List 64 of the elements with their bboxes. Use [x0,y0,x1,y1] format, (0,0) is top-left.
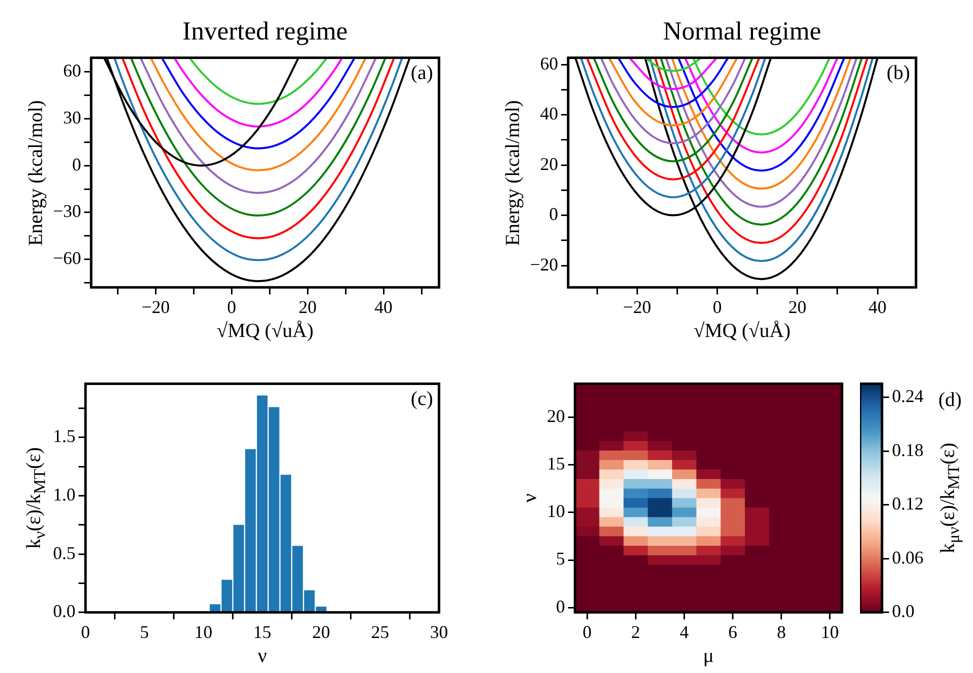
y-tick-label: 0.5 [53,542,76,563]
line-series [188,58,328,105]
y-axis-title: Energy (kcal/mol) [502,100,524,246]
line-series [150,58,367,172]
x-tick-label: 40 [868,296,887,317]
y-tick-label: 20 [547,406,565,426]
x-tick-label: 20 [788,296,806,317]
x-axis-title: √MQ (√uÅ) [694,320,791,342]
chart-title: Inverted regime [182,16,348,46]
x-tick-label: 40 [374,296,393,317]
x-tick-label: 25 [371,622,390,642]
color-bar-label: 0.12 [892,494,924,514]
y-tick-label: 40 [540,104,558,124]
y-tick-label: −60 [52,248,82,268]
x-tick-label: 0 [712,296,722,317]
x-tick-label: 4 [680,622,689,642]
y-tick-label: 20 [540,154,558,174]
x-axis-title: μ [703,645,714,668]
color-bar-label: 0.06 [892,547,924,568]
y-tick-label: 30 [63,107,82,128]
x-tick-label: 10 [194,622,212,642]
y-axis-title: Energy (kcal/mol) [25,100,47,246]
y-axis-title: ν [519,494,541,503]
x-tick-label: 0 [227,296,236,317]
line-series [160,58,356,150]
chart-title: Normal regime [663,16,822,46]
y-tick-label: 15 [547,453,565,474]
text: (d) [938,388,962,411]
y-tick-label: 0 [549,204,558,224]
x-axis-title: ν [258,645,267,668]
y-tick-label: 5 [556,548,565,569]
y-tick-label: 0 [72,154,82,174]
line-series [140,58,377,194]
x-tick-label: 10 [820,622,839,642]
x-tick-label: 30 [430,622,448,642]
annotation: (c) [410,388,433,410]
y-tick-label: −20 [530,254,558,274]
y-tick-label: 1.0 [53,484,76,504]
y-tick-label: 60 [63,60,82,81]
x-tick-label: 5 [140,622,149,642]
line-series [121,58,396,240]
color-bar-label: 0.24 [892,386,924,406]
x-tick-label: 0 [582,622,592,642]
color-bar-label: 0.0 [892,601,914,622]
x-axis-title: √MQ (√uÅ) [216,320,314,342]
line-series [130,58,386,217]
y-tick-label: 0 [556,596,565,616]
y-tick-label: 1.5 [53,426,76,446]
x-tick-label: 20 [298,296,317,317]
y-tick-label: −30 [52,201,82,222]
line-series [173,58,344,128]
annotation: (a) [410,62,433,84]
y-tick-label: 0.0 [53,601,76,622]
y-tick-label: 60 [540,53,558,74]
annotation: (b) [886,62,910,84]
x-tick-label: −20 [142,296,170,317]
x-tick-label: 20 [312,622,330,642]
x-tick-label: 15 [253,622,272,642]
x-tick-label: −20 [623,296,652,317]
x-tick-label: 2 [631,622,640,642]
x-tick-label: 8 [776,622,786,642]
x-tick-label: 6 [728,622,738,642]
color-bar-label: 0.18 [892,440,924,460]
y-tick-label: 10 [547,501,565,522]
